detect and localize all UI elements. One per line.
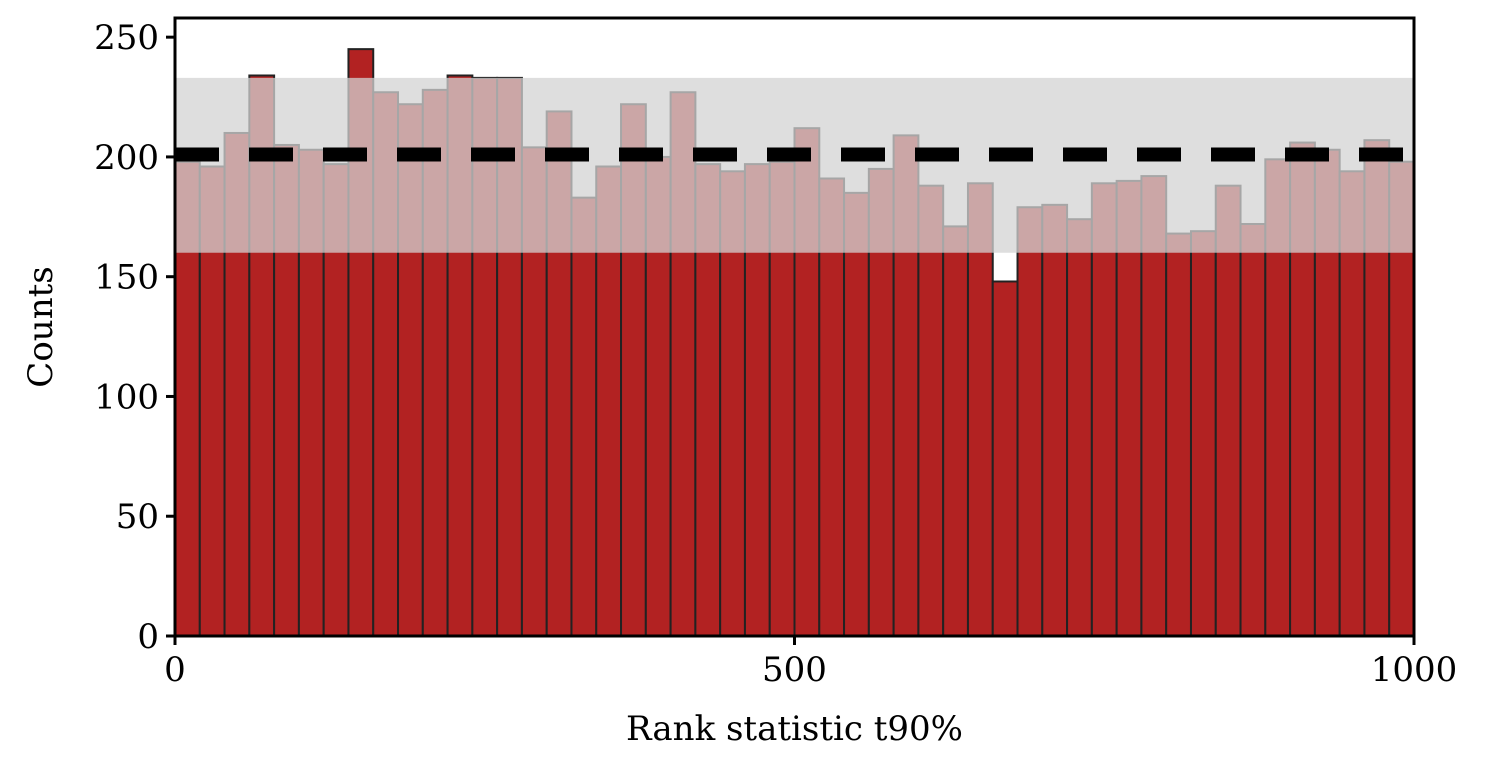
y-axis-ticks: 0 50 100 150 200 250 bbox=[94, 18, 175, 657]
x-tick-label: 500 bbox=[762, 650, 827, 690]
y-tick-label: 200 bbox=[94, 138, 159, 178]
confidence-band bbox=[175, 77, 1414, 253]
y-tick-label: 50 bbox=[116, 497, 159, 537]
histogram-bar bbox=[843, 191, 870, 637]
histogram-bar bbox=[942, 225, 969, 637]
histogram-bar bbox=[1165, 232, 1192, 637]
histogram-bar bbox=[570, 196, 598, 638]
x-axis-label: Rank statistic t90% bbox=[626, 709, 963, 749]
histogram-bar bbox=[1239, 223, 1267, 637]
y-tick-label: 0 bbox=[137, 617, 159, 657]
y-tick-label: 150 bbox=[94, 258, 159, 298]
x-tick-label: 1000 bbox=[1371, 650, 1458, 690]
histogram-bar bbox=[1016, 206, 1044, 638]
histogram-bar bbox=[818, 177, 846, 637]
histogram-bar bbox=[917, 184, 945, 638]
x-tick-label: 0 bbox=[164, 650, 186, 690]
y-axis-label: Counts bbox=[21, 266, 61, 387]
histogram-bar bbox=[1041, 203, 1069, 637]
histogram-bar bbox=[1214, 184, 1242, 638]
histogram-bar bbox=[991, 280, 1019, 637]
histogram-bar bbox=[1066, 218, 1093, 638]
histogram-bar bbox=[1189, 230, 1217, 638]
y-tick-label: 250 bbox=[94, 18, 159, 58]
x-axis-ticks: 0 500 1000 bbox=[164, 636, 1457, 690]
y-tick-label: 100 bbox=[94, 377, 159, 417]
